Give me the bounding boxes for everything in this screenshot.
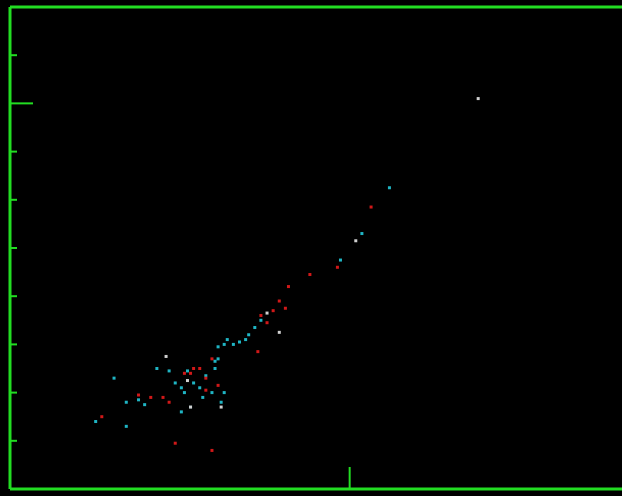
data-point xyxy=(137,393,141,397)
data-point xyxy=(225,338,229,342)
data-point xyxy=(213,359,217,363)
data-point xyxy=(198,386,202,390)
data-point xyxy=(360,232,364,236)
data-point xyxy=(231,342,235,346)
data-point xyxy=(167,400,171,404)
data-point xyxy=(387,186,391,190)
data-point xyxy=(259,313,263,317)
data-point xyxy=(192,381,196,385)
data-point xyxy=(204,388,208,392)
data-point xyxy=(179,386,183,390)
data-point xyxy=(271,309,275,313)
data-point xyxy=(222,391,226,395)
data-point xyxy=(238,340,241,344)
data-point xyxy=(354,239,358,243)
data-point xyxy=(244,338,248,342)
data-point xyxy=(124,424,128,428)
data-point xyxy=(185,369,189,373)
data-point xyxy=(189,405,193,409)
data-point xyxy=(338,258,342,262)
data-point xyxy=(155,367,159,370)
data-point xyxy=(219,405,223,409)
data-points xyxy=(94,97,480,452)
data-point xyxy=(124,400,128,404)
data-point xyxy=(265,311,269,315)
data-point xyxy=(476,97,480,101)
data-point xyxy=(253,326,257,330)
data-point xyxy=(210,357,214,361)
data-point xyxy=(256,350,260,354)
data-point xyxy=(210,448,214,452)
data-point xyxy=(164,354,168,358)
data-point xyxy=(100,415,104,419)
data-point xyxy=(277,330,281,334)
data-point xyxy=(213,367,217,370)
data-point xyxy=(173,381,177,385)
data-point xyxy=(210,391,214,395)
axis-ticks xyxy=(10,54,351,489)
data-point xyxy=(286,285,290,289)
data-point xyxy=(185,379,189,383)
data-point xyxy=(179,410,183,414)
data-point xyxy=(192,367,196,370)
data-point xyxy=(112,376,116,380)
data-point xyxy=(137,398,141,402)
data-point xyxy=(201,395,205,399)
data-point xyxy=(182,371,186,375)
series-3 xyxy=(164,97,480,409)
data-point xyxy=(219,400,223,404)
data-point xyxy=(369,205,373,209)
data-point xyxy=(161,395,165,399)
data-point xyxy=(259,318,263,322)
data-point xyxy=(143,403,147,407)
data-point xyxy=(265,321,269,325)
data-point xyxy=(216,357,220,361)
data-point xyxy=(94,420,98,424)
data-point xyxy=(277,299,281,303)
data-point xyxy=(167,369,171,373)
data-point xyxy=(283,306,287,310)
data-point xyxy=(216,345,220,349)
data-point xyxy=(204,374,208,378)
data-point xyxy=(189,371,193,375)
data-point xyxy=(222,342,226,346)
data-point xyxy=(149,395,153,399)
data-point xyxy=(204,376,208,380)
data-point xyxy=(182,391,186,395)
series-2 xyxy=(100,205,373,452)
data-point xyxy=(247,333,251,337)
data-point xyxy=(335,265,339,269)
data-point xyxy=(308,273,312,277)
data-point xyxy=(198,367,202,370)
data-point xyxy=(173,441,177,445)
data-point xyxy=(216,383,220,387)
